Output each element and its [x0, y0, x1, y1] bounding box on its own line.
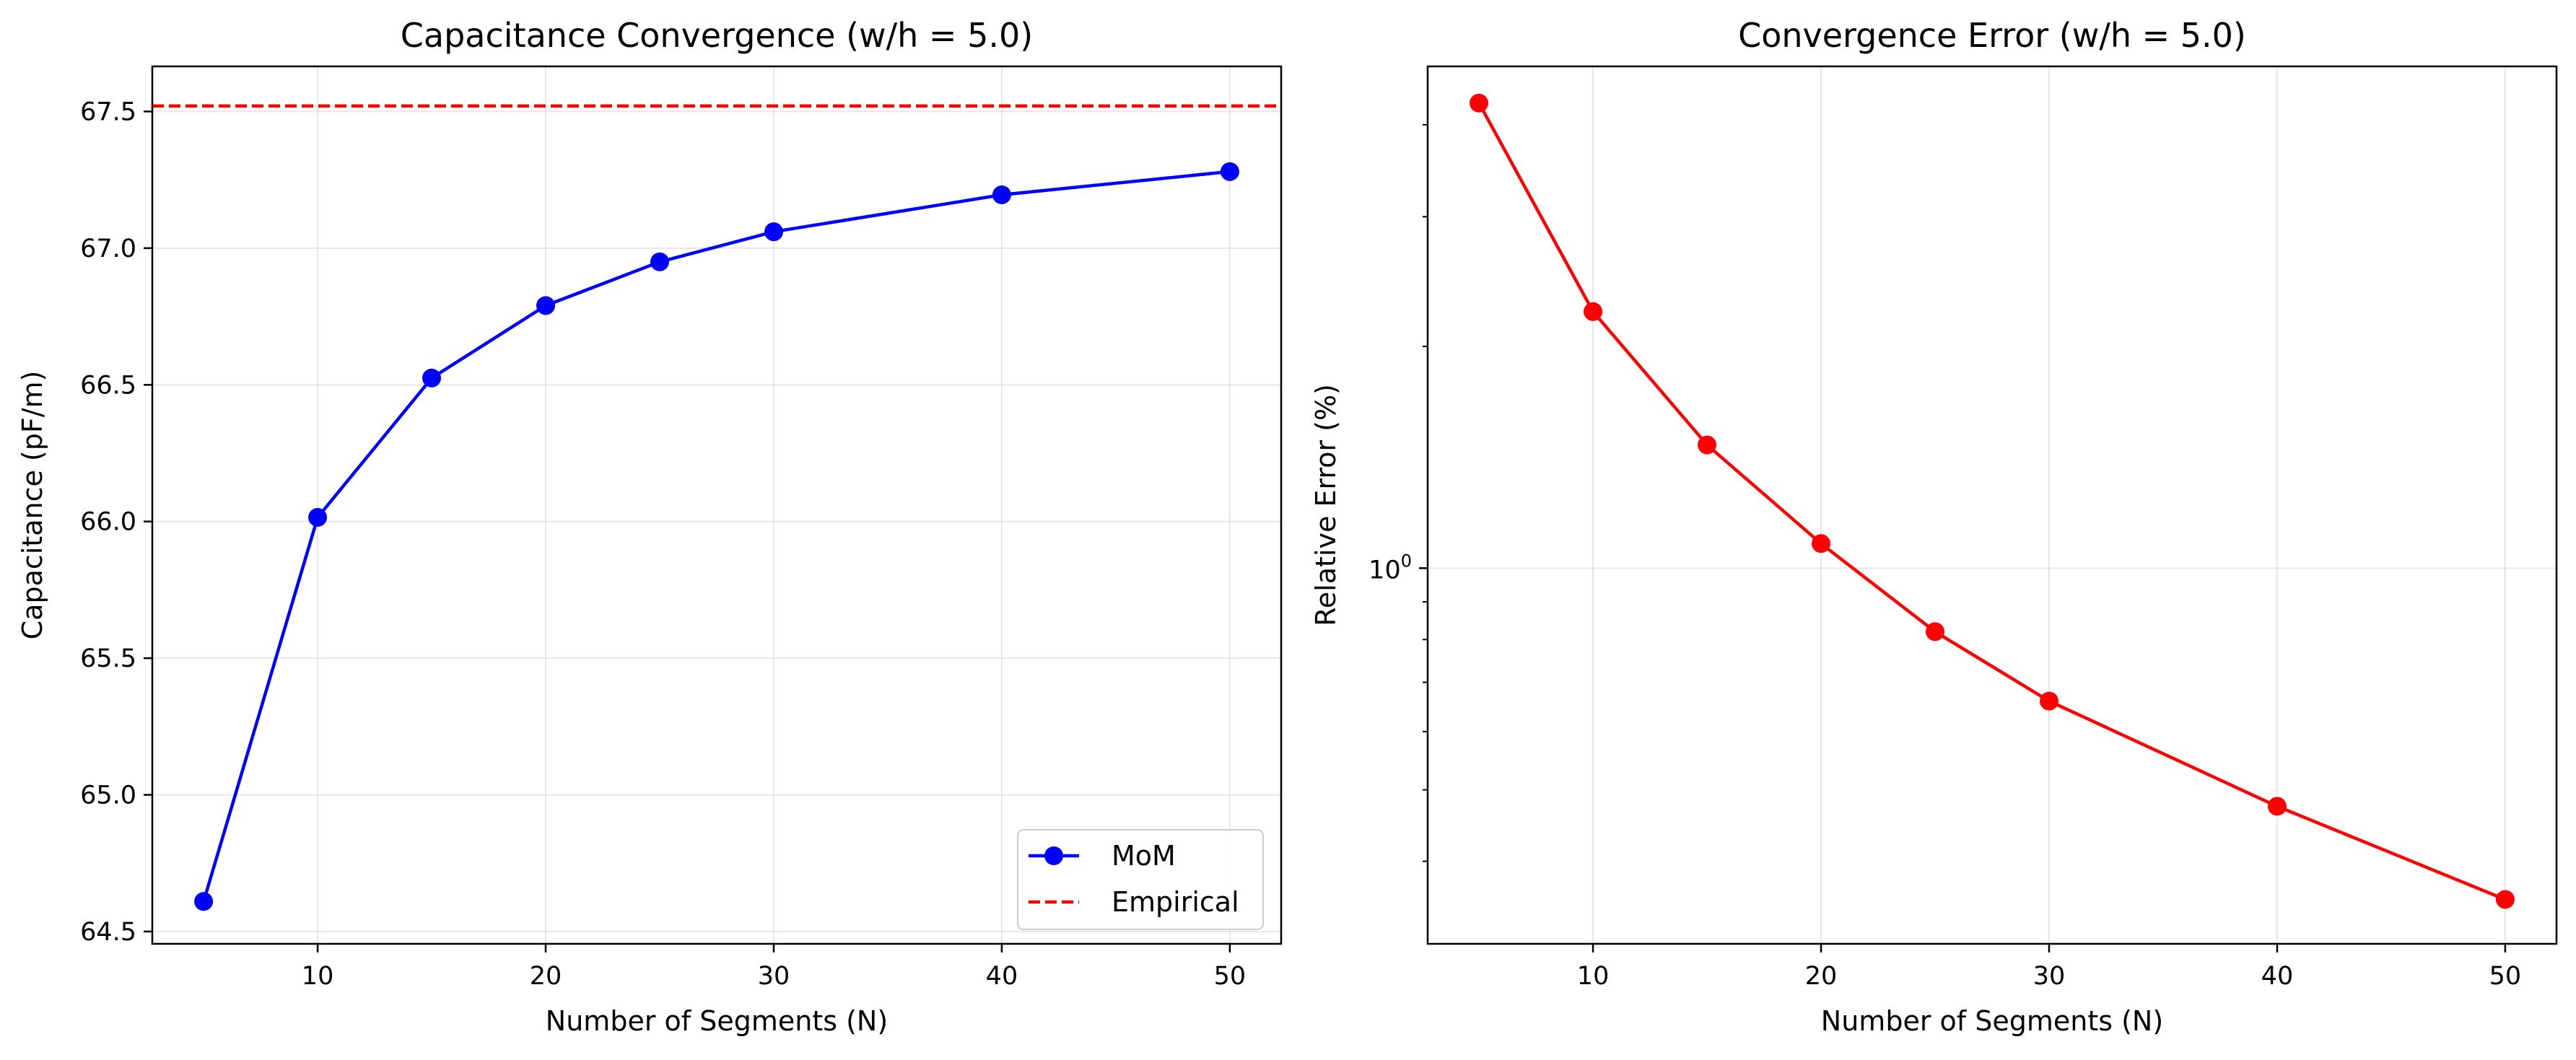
legend-empirical-label: Empirical [1112, 886, 1239, 918]
data-point [764, 222, 783, 242]
y-axis-label: Relative Error (%) [1310, 384, 1342, 626]
x-tick-label: 30 [2033, 962, 2066, 991]
data-series [152, 104, 1281, 911]
x-tick-label: 20 [1805, 962, 1838, 991]
y-tick-label: 67.0 [80, 235, 136, 263]
y-tick-label: 65.0 [80, 781, 136, 810]
data-point [1698, 435, 1717, 455]
x-tick-label: 20 [530, 962, 562, 991]
data-point [194, 892, 214, 911]
x-tick-label: 50 [1214, 962, 1246, 991]
data-point [536, 296, 556, 315]
data-point [1470, 93, 1489, 113]
series-line [1477, 102, 2506, 901]
x-tick-label: 40 [2261, 962, 2294, 991]
series-line [201, 170, 1231, 902]
x-tick-label: 40 [986, 962, 1018, 991]
data-point [1926, 622, 1945, 641]
x-tick-label: 10 [302, 962, 334, 991]
data-point [1220, 162, 1239, 181]
error-chart: Convergence Error (w/h = 5.0) 10 20 30 40 50… [1310, 16, 2558, 1037]
x-axis-label: Number of Segments (N) [1821, 1005, 2163, 1037]
legend: MoM Empirical [1017, 829, 1264, 930]
data-point [2267, 797, 2287, 816]
x-tick-label: 10 [1577, 962, 1610, 991]
plot-frame [151, 65, 1283, 945]
data-point [650, 252, 670, 271]
data-point [308, 508, 328, 527]
data-point [1584, 302, 1603, 321]
y-tick-label: 67.5 [80, 98, 136, 127]
y-tick-label: 66.0 [80, 508, 136, 537]
plot-frame [1426, 65, 2558, 945]
y-tick-label: 66.5 [80, 371, 136, 400]
x-tick-label: 30 [758, 962, 790, 991]
y-tick-label: 65.5 [80, 644, 136, 673]
y-tick-label: 64.5 [80, 918, 136, 947]
legend-mom-marker [1044, 846, 1063, 865]
legend-mom-label: MoM [1112, 840, 1176, 872]
x-tick-label: 50 [2489, 962, 2522, 991]
data-point [422, 368, 442, 387]
chart-title: Convergence Error (w/h = 5.0) [1738, 16, 2246, 55]
y-axis-label: Capacitance (pF/m) [17, 371, 48, 640]
x-axis-label: Number of Segments (N) [546, 1005, 888, 1037]
data-point [2495, 890, 2515, 909]
grid-lines [1428, 66, 2557, 944]
data-point [992, 185, 1011, 205]
data-point [1812, 534, 1831, 553]
axis-ticks: 10 20 30 40 50 100 [1368, 123, 2522, 991]
capacitance-chart: Capacitance Convergence (w/h = 5.0) 10 20… [17, 16, 1283, 1037]
y-tick-label: 100 [1368, 551, 1412, 584]
data-series [1470, 93, 2515, 909]
axis-ticks: 10 20 30 40 50 64.5 65.0 65.5 66.0 66.5 67.0 67.5 [80, 98, 1246, 991]
data-point [2039, 691, 2058, 711]
chart-title: Capacitance Convergence (w/h = 5.0) [401, 16, 1033, 55]
